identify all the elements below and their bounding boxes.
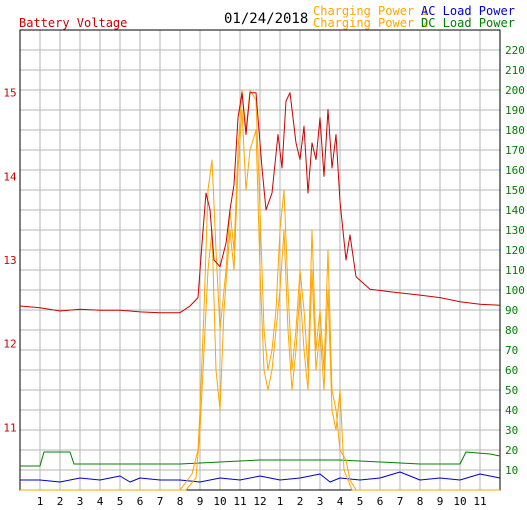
- y-right-tick-label: 140: [505, 204, 525, 217]
- y-right-tick-label: 10: [505, 464, 518, 477]
- legend-dc-load-power: DC Load Power: [421, 16, 515, 30]
- y-right-tick-label: 120: [505, 244, 525, 257]
- x-tick-label: 9: [437, 495, 444, 508]
- x-tick-label: 12: [253, 495, 266, 508]
- y-right-tick-label: 40: [505, 404, 518, 417]
- series-line-battery-voltage: [19, 92, 501, 314]
- y-right-tick-label: 80: [505, 324, 518, 337]
- x-tick-label: 2: [297, 495, 304, 508]
- x-tick-label: 7: [157, 495, 164, 508]
- legend-charging-power-2: Charging Power 2: [313, 16, 429, 30]
- y-right-tick-label: 170: [505, 144, 525, 157]
- x-tick-label: 11: [473, 495, 486, 508]
- legend-charging-power-1: Charging Power 1: [313, 4, 429, 18]
- y-right-tick-label: 210: [505, 64, 525, 77]
- series-line-charging-power-1: [20, 89, 500, 491]
- y-left-tick-label: 11: [3, 421, 16, 434]
- x-tick-label: 11: [233, 495, 246, 508]
- y-right-tick-label: 20: [505, 444, 518, 457]
- x-tick-label: 10: [453, 495, 466, 508]
- x-tick-label: 2: [57, 495, 64, 508]
- y-right-tick-label: 200: [505, 84, 525, 97]
- y-left-tick-label: 14: [3, 170, 17, 183]
- x-tick-label: 3: [317, 495, 324, 508]
- y-right-tick-label: 30: [505, 424, 518, 437]
- x-tick-label: 1: [277, 495, 284, 508]
- x-tick-label: 4: [97, 495, 104, 508]
- chart-date: 01/24/2018: [224, 11, 309, 27]
- y-left-tick-label: 12: [3, 338, 16, 351]
- x-tick-label: 8: [417, 495, 424, 508]
- series-line-ac-load-power: [20, 471, 501, 483]
- legend-ac-load-power: AC Load Power: [421, 4, 515, 18]
- y-right-tick-label: 90: [505, 304, 518, 317]
- x-tick-label: 5: [117, 495, 124, 508]
- y-left-tick-label: 13: [3, 254, 16, 267]
- chart-title-left: Battery Voltage: [19, 16, 128, 30]
- x-tick-label: 6: [137, 495, 144, 508]
- y-right-tick-label: 220: [505, 44, 525, 57]
- plot-frame: [19, 29, 501, 491]
- y-left-tick-label: 15: [3, 87, 16, 100]
- series-line-charging-power-2: [20, 109, 500, 491]
- y-right-tick-label: 100: [505, 284, 525, 297]
- x-tick-label: 10: [213, 495, 226, 508]
- y-right-tick-label: 190: [505, 104, 525, 117]
- x-tick-label: 9: [197, 495, 204, 508]
- x-tick-label: 1: [37, 495, 44, 508]
- x-tick-label: 8: [177, 495, 184, 508]
- y-right-tick-label: 60: [505, 364, 518, 377]
- y-right-tick-label: 130: [505, 224, 525, 237]
- x-tick-label: 5: [357, 495, 364, 508]
- y-right-tick-label: 70: [505, 344, 518, 357]
- series-line-dc-load-power: [20, 451, 501, 467]
- x-tick-label: 7: [397, 495, 404, 508]
- x-tick-label: 3: [77, 495, 84, 508]
- y-right-tick-label: 50: [505, 384, 518, 397]
- y-right-tick-label: 160: [505, 164, 525, 177]
- y-right-tick-label: 110: [505, 264, 525, 277]
- y-right-tick-label: 150: [505, 184, 525, 197]
- y-right-tick-label: 180: [505, 124, 525, 137]
- x-tick-label: 6: [377, 495, 384, 508]
- x-tick-label: 4: [337, 495, 344, 508]
